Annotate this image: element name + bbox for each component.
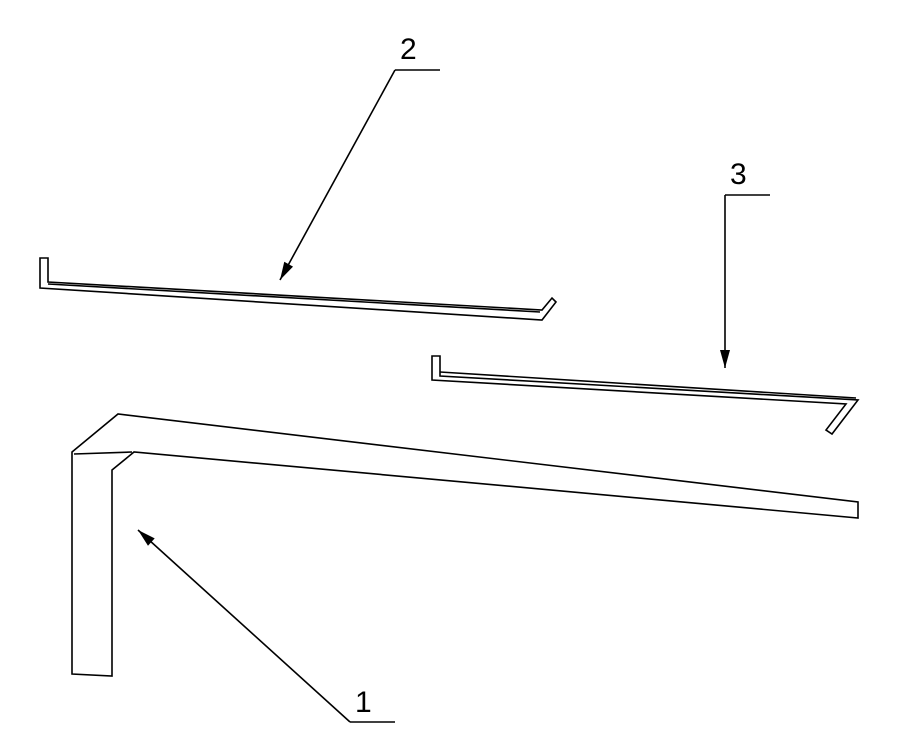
leader-2 xyxy=(280,70,395,280)
part-1-bracket xyxy=(72,414,858,676)
diagram-stage: 1 2 3 xyxy=(0,0,900,753)
part-2-topline xyxy=(48,284,540,312)
part-2-sill xyxy=(40,258,556,320)
callout-label-3: 3 xyxy=(730,160,747,190)
leader-1 xyxy=(138,530,350,722)
callout-label-2: 2 xyxy=(400,35,417,65)
leader-2-arrow xyxy=(280,262,293,280)
leader-3-arrow xyxy=(720,350,730,368)
part-1-miter-line xyxy=(74,452,132,454)
part-3-flashing xyxy=(432,356,858,434)
part-3-topline xyxy=(440,372,856,398)
diagram-svg xyxy=(0,0,900,753)
callout-label-1: 1 xyxy=(355,688,372,718)
